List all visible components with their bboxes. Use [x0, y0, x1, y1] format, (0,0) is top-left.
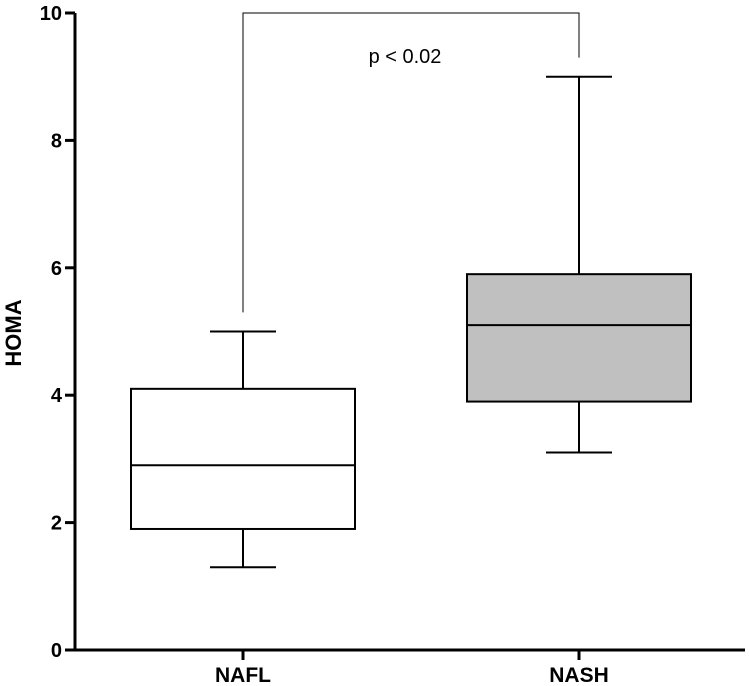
y-tick-label-2: 2 [51, 513, 62, 535]
box-nash [466, 273, 692, 403]
box-nafl [130, 387, 356, 530]
y-tick-label-6: 6 [51, 258, 62, 280]
y-tick-label-4: 4 [51, 385, 63, 407]
y-axis-label: HOMA [1, 299, 26, 366]
x-tick-label-nash: NASH [549, 664, 609, 686]
significance-bracket [242, 12, 580, 313]
x-tick-label-nafl: NAFL [215, 664, 271, 686]
marks-group [130, 12, 692, 569]
significance-label: p < 0.02 [369, 46, 442, 68]
axes-group: 0 2 4 6 8 10 NAFL NASH [40, 3, 745, 686]
y-tick-label-8: 8 [51, 130, 62, 152]
y-tick-label-0: 0 [51, 640, 62, 662]
y-tick-label-10: 10 [40, 3, 62, 25]
